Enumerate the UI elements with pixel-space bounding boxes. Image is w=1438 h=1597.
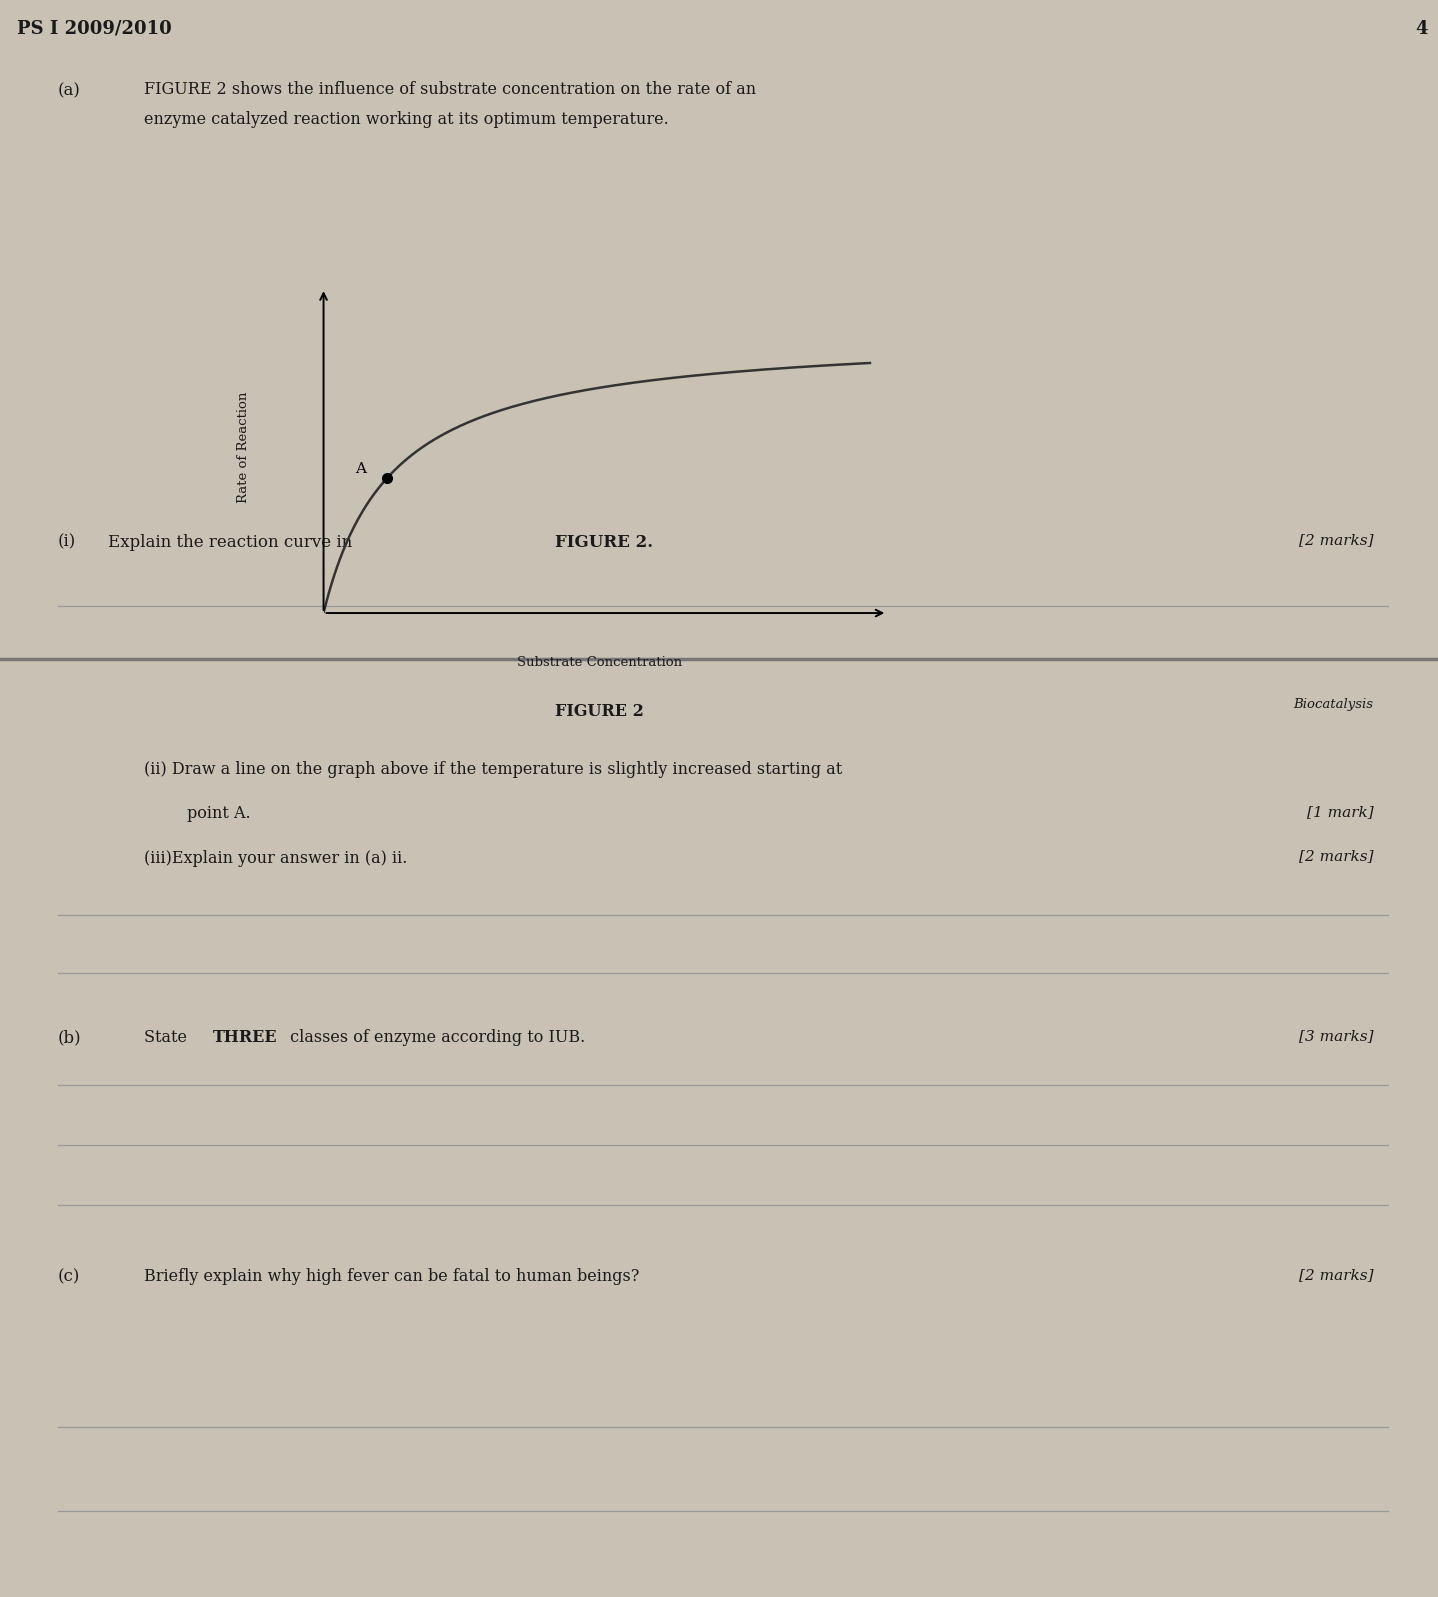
Text: [2 marks]: [2 marks] — [1299, 850, 1373, 864]
Text: State: State — [144, 1028, 191, 1046]
Text: FIGURE 2.: FIGURE 2. — [555, 533, 653, 551]
Text: (iii)Explain your answer in (a) ii.: (iii)Explain your answer in (a) ii. — [144, 850, 407, 867]
Text: (b): (b) — [58, 1028, 81, 1046]
Text: point A.: point A. — [187, 805, 250, 822]
Text: [2 marks]: [2 marks] — [1299, 533, 1373, 548]
Text: Biocatalysis: Biocatalysis — [1293, 698, 1373, 711]
Text: A: A — [355, 463, 367, 476]
Text: [3 marks]: [3 marks] — [1299, 1028, 1373, 1043]
Text: Explain the reaction curve in: Explain the reaction curve in — [108, 533, 358, 551]
Text: PS I 2009/2010: PS I 2009/2010 — [17, 19, 173, 38]
Text: Briefly explain why high fever can be fatal to human beings?: Briefly explain why high fever can be fa… — [144, 1268, 638, 1286]
Text: [1 mark]: [1 mark] — [1307, 805, 1373, 819]
Text: FIGURE 2: FIGURE 2 — [555, 703, 644, 720]
Text: classes of enzyme according to IUB.: classes of enzyme according to IUB. — [285, 1028, 585, 1046]
Text: (a): (a) — [58, 83, 81, 101]
Text: enzyme catalyzed reaction working at its optimum temperature.: enzyme catalyzed reaction working at its… — [144, 112, 669, 128]
Text: Substrate Concentration: Substrate Concentration — [518, 656, 682, 669]
Text: [2 marks]: [2 marks] — [1299, 1268, 1373, 1282]
Text: (ii) Draw a line on the graph above if the temperature is slightly increased sta: (ii) Draw a line on the graph above if t… — [144, 760, 843, 778]
Text: (i): (i) — [58, 533, 76, 551]
Text: Rate of Reaction: Rate of Reaction — [236, 391, 250, 503]
Text: 4: 4 — [1415, 19, 1428, 38]
Text: FIGURE 2 shows the influence of substrate concentration on the rate of an: FIGURE 2 shows the influence of substrat… — [144, 81, 756, 97]
Text: THREE: THREE — [213, 1028, 278, 1046]
Text: (c): (c) — [58, 1268, 81, 1286]
